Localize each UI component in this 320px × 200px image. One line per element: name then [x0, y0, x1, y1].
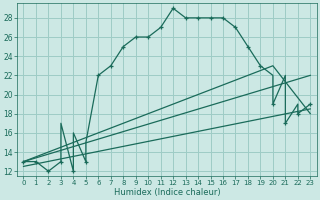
X-axis label: Humidex (Indice chaleur): Humidex (Indice chaleur) — [114, 188, 220, 197]
